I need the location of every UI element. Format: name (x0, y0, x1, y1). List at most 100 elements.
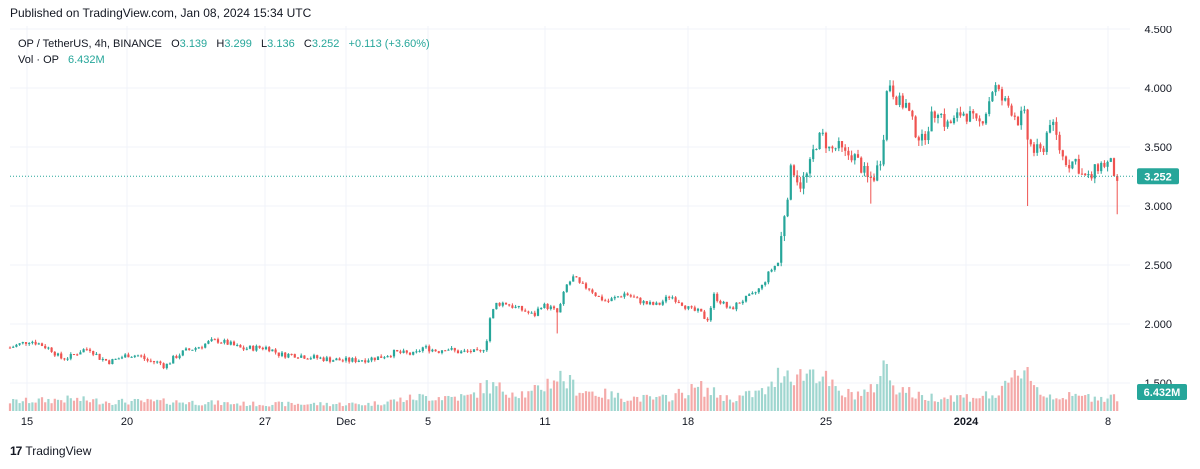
candle-body (479, 350, 482, 352)
candle-body (956, 112, 959, 118)
volume-bar (629, 400, 632, 411)
candle-body (405, 350, 408, 353)
volume-bar (632, 396, 636, 411)
volume-bar (108, 402, 111, 411)
candle-body (1090, 174, 1093, 179)
volume-bar (156, 399, 159, 411)
volume-bar (655, 396, 658, 411)
candle-body (127, 354, 130, 358)
volume-bar (239, 405, 242, 411)
candle-body (578, 277, 581, 283)
volume-bar (117, 399, 120, 411)
candle-body (418, 350, 421, 352)
volume-bar (517, 398, 520, 411)
change-value: +0.113 (+3.60%) (348, 38, 430, 50)
candle-body (812, 149, 815, 160)
candle-body (335, 358, 338, 361)
volume-bar (312, 402, 316, 411)
volume-bar (111, 404, 114, 411)
volume-bar (268, 406, 271, 411)
symbol-label[interactable]: OP / TetherUS, 4h, BINANCE (18, 38, 162, 50)
candle-body (511, 305, 514, 308)
candle-body (501, 302, 504, 306)
volume-bar (639, 401, 642, 411)
volume-bar (357, 404, 360, 411)
volume-bar (1000, 385, 1004, 411)
candle-body (213, 339, 216, 341)
volume-bar (338, 402, 341, 411)
volume-bar (370, 405, 373, 411)
volume-bar (181, 402, 184, 411)
candle-body (271, 349, 274, 352)
volume-bar (453, 396, 456, 411)
candle-body (991, 92, 994, 102)
volume-bar (264, 406, 268, 411)
candle-body (815, 149, 818, 151)
volume-bar (952, 401, 956, 411)
tradingview-logo[interactable]: 17 TradingView (10, 444, 91, 458)
x-axis[interactable]: 15 20 27 Dec 5 11 18 25 2024 8 (21, 416, 1111, 428)
volume-bar (696, 386, 700, 411)
candle-body (879, 164, 882, 166)
candle-body (1004, 98, 1007, 101)
candle-body (50, 347, 53, 352)
volume-bar (261, 405, 264, 411)
candle-body (984, 113, 988, 124)
candle-body (648, 302, 652, 305)
candle-body (946, 121, 949, 127)
volume-bar (799, 369, 802, 411)
volume-bar (664, 395, 668, 411)
volume-bar (572, 379, 575, 411)
candle-body (591, 289, 594, 293)
x-tick-label: 20 (121, 416, 133, 428)
volume-bar (127, 404, 130, 411)
candle-body (863, 165, 866, 173)
volume-bar (908, 387, 911, 411)
volume-bar (588, 391, 591, 411)
candle-body (821, 132, 824, 134)
volume-bar (575, 395, 578, 411)
candle-body (853, 154, 856, 161)
volume-bar (76, 397, 79, 411)
candle-body (661, 301, 664, 305)
candle-body (1000, 89, 1004, 101)
volume-bar (114, 404, 117, 411)
volume-bar (693, 387, 696, 411)
candle-body (748, 294, 751, 296)
candle-body (280, 352, 284, 356)
volume-bar (1036, 387, 1039, 411)
candle-body (652, 302, 655, 305)
volume-bar (472, 392, 476, 411)
chart-legend: OP / TetherUS, 4h, BINANCE O3.139 H3.299… (18, 36, 430, 68)
candle-body (85, 349, 88, 351)
volume-bar (604, 388, 607, 411)
volume-bar (79, 401, 82, 411)
y-tick-label: 3.500 (1144, 142, 1172, 154)
volume-bar (1042, 396, 1045, 411)
candle-body (303, 355, 306, 359)
candle-body (1116, 175, 1119, 181)
candle-body (658, 302, 661, 305)
candle-body (175, 356, 178, 359)
volume-bar (895, 394, 898, 411)
volume-bar (1093, 396, 1096, 411)
volume-bar (962, 397, 965, 411)
volume-bar (597, 396, 600, 411)
candle-body (620, 296, 623, 298)
candle-body (1023, 109, 1026, 111)
volume-bar (885, 363, 888, 411)
volume-bar (309, 403, 312, 411)
candle-body (264, 347, 268, 350)
ohlc-row: OP / TetherUS, 4h, BINANCE O3.139 H3.299… (18, 36, 430, 52)
candle-body (159, 361, 162, 364)
volume-bar (216, 400, 220, 411)
candle-body (914, 116, 917, 138)
candle-body (1010, 105, 1013, 116)
candle-body (197, 347, 200, 349)
volume-bar (85, 400, 88, 411)
candle-body (8, 347, 12, 349)
volume-bar (888, 380, 892, 411)
